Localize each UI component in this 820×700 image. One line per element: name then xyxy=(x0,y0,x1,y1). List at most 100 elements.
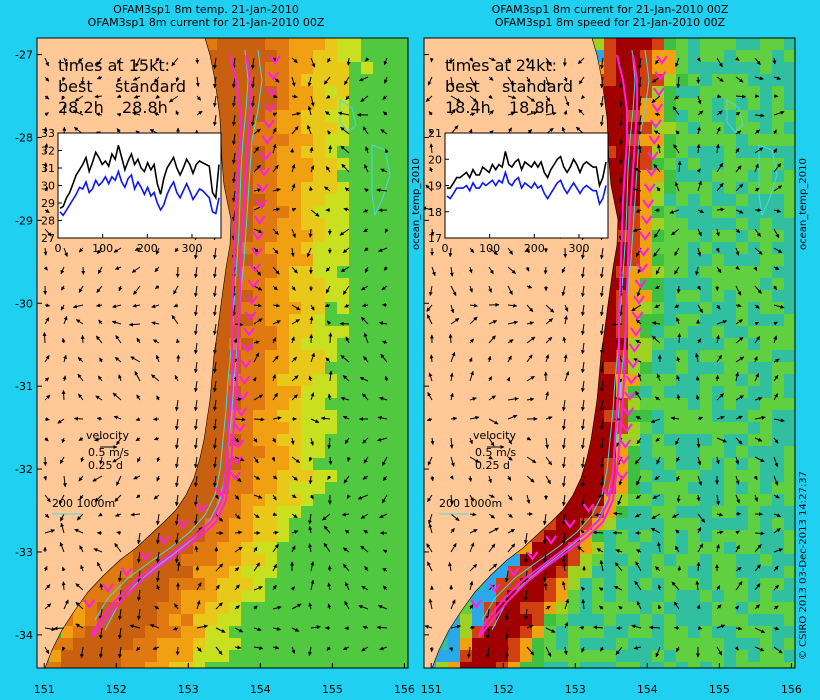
current-arrow xyxy=(196,110,203,116)
current-arrow xyxy=(526,397,535,402)
current-arrow xyxy=(174,456,179,469)
current-arrow xyxy=(488,418,499,425)
current-arrow xyxy=(364,247,369,252)
current-arrow xyxy=(383,266,388,271)
current-arrow xyxy=(773,228,780,238)
current-arrow xyxy=(754,335,761,344)
current-arrow xyxy=(773,456,779,468)
current-arrow xyxy=(344,437,350,445)
current-arrow xyxy=(360,95,369,102)
current-arrow xyxy=(563,315,568,325)
current-arrow xyxy=(754,373,760,382)
eddy-contour xyxy=(726,99,778,217)
current-arrow xyxy=(61,76,66,82)
current-arrow xyxy=(77,357,84,363)
current-arrow xyxy=(364,164,369,173)
current-arrow xyxy=(357,494,369,500)
current-arrow xyxy=(753,475,758,481)
current-arrow xyxy=(43,456,48,467)
current-arrow xyxy=(291,57,298,64)
current-arrow xyxy=(134,371,141,382)
current-arrow xyxy=(382,111,388,116)
current-arrow xyxy=(676,475,681,482)
current-arrow xyxy=(310,165,315,173)
current-arrow xyxy=(174,247,179,253)
current-arrow xyxy=(231,304,236,317)
current-arrow xyxy=(171,57,179,67)
current-arrow xyxy=(291,111,301,116)
current-arrow xyxy=(488,94,493,99)
current-arrow xyxy=(735,209,744,214)
current-arrow xyxy=(716,266,722,274)
current-arrow xyxy=(716,604,722,610)
current-arrow xyxy=(449,475,454,480)
current-arrow xyxy=(716,162,724,173)
best-label: best xyxy=(58,77,93,96)
current-arrow xyxy=(615,397,623,401)
current-arrow xyxy=(234,546,243,553)
current-arrow xyxy=(580,285,585,298)
current-arrow xyxy=(59,513,65,522)
current-arrow xyxy=(340,145,350,154)
current-arrow xyxy=(75,601,84,610)
current-arrow xyxy=(291,266,298,274)
current-arrow xyxy=(469,456,480,463)
current-arrow xyxy=(308,475,313,485)
current-arrow xyxy=(44,494,51,503)
current-arrow xyxy=(655,266,661,275)
current-arrow xyxy=(175,76,180,82)
current-arrow xyxy=(60,285,65,291)
current-arrow xyxy=(272,94,278,99)
route-chevron xyxy=(643,183,656,193)
current-arrow xyxy=(674,266,680,275)
current-arrow xyxy=(485,627,490,640)
current-arrow xyxy=(754,564,761,572)
current-arrow xyxy=(153,494,160,500)
current-arrow xyxy=(253,228,263,234)
current-arrow xyxy=(715,456,720,465)
current-arrow xyxy=(488,285,493,293)
current-arrow xyxy=(62,103,67,116)
current-arrow xyxy=(117,608,122,621)
current-arrow xyxy=(118,374,122,382)
current-arrow xyxy=(307,76,312,87)
current-arrow xyxy=(97,375,103,382)
current-arrow xyxy=(195,76,200,87)
current-arrow xyxy=(469,370,474,382)
current-arrow xyxy=(469,512,477,517)
current-arrow xyxy=(696,604,701,610)
current-arrow xyxy=(116,475,122,486)
route-standard xyxy=(91,54,251,638)
current-arrow xyxy=(310,561,315,572)
current-arrow xyxy=(75,319,84,325)
current-arrow xyxy=(342,415,350,420)
current-arrow xyxy=(431,266,436,277)
current-arrow xyxy=(98,627,103,640)
current-arrow xyxy=(428,523,433,534)
route-chevron xyxy=(633,295,645,305)
current-arrow xyxy=(773,321,778,326)
route-standard xyxy=(478,54,638,638)
current-arrow xyxy=(656,541,661,553)
current-arrow xyxy=(735,303,742,308)
inset-x-label: 300 xyxy=(568,242,589,255)
current-arrow xyxy=(291,336,295,344)
current-arrow xyxy=(429,143,434,154)
current-arrow xyxy=(469,285,473,293)
current-arrow xyxy=(193,513,198,526)
current-arrow xyxy=(327,582,332,591)
velocity-ms: 0.5 m/s xyxy=(475,446,516,459)
current-arrow xyxy=(449,392,454,401)
current-arrow xyxy=(449,494,454,505)
current-arrow xyxy=(94,494,103,502)
current-arrow xyxy=(58,494,65,505)
current-arrow xyxy=(618,304,623,317)
route-chevron xyxy=(634,279,647,289)
current-arrow xyxy=(716,530,724,535)
current-arrow xyxy=(113,415,122,420)
current-arrow xyxy=(675,529,680,534)
current-arrow xyxy=(695,266,699,276)
current-arrow xyxy=(44,394,51,401)
route-best xyxy=(478,54,628,636)
